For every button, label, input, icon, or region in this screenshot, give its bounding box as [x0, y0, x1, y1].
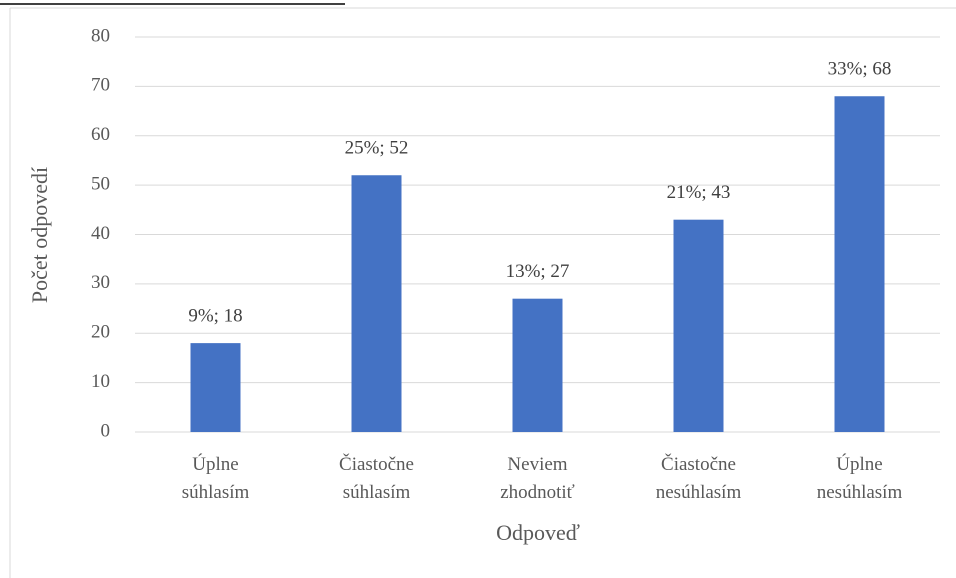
data-label: 9%; 18: [188, 305, 242, 326]
y-axis-title: Počet odpovedí: [27, 167, 52, 303]
y-tick-label: 30: [91, 272, 110, 293]
y-tick-label: 40: [91, 223, 110, 244]
y-tick-label: 0: [101, 420, 111, 441]
x-axis-title: Odpoveď: [496, 520, 580, 545]
bar: [190, 343, 241, 432]
y-tick-label: 60: [91, 124, 110, 145]
bar: [673, 219, 724, 432]
data-label: 13%; 27: [506, 261, 570, 282]
y-tick-label: 10: [91, 371, 110, 392]
x-tick-label: Čiastočne súhlasím: [339, 453, 414, 503]
y-tick-label: 20: [91, 322, 110, 343]
data-label: 21%; 43: [667, 182, 731, 203]
y-tick-label: 80: [91, 25, 110, 46]
bar: [512, 298, 563, 432]
bar: [351, 175, 402, 432]
data-label: 25%; 52: [345, 138, 409, 159]
x-tick-label: Neviem zhodnotiť: [500, 454, 575, 503]
data-label: 33%; 68: [828, 59, 892, 80]
x-tick-label: Úplne súhlasím: [182, 453, 250, 503]
y-tick-label: 70: [91, 75, 110, 96]
x-tick-label: Úplne nesúhlasím: [817, 453, 903, 503]
y-tick-label: 50: [91, 173, 110, 194]
x-tick-label: Čiastočne nesúhlasím: [656, 453, 742, 503]
bar: [834, 96, 885, 432]
